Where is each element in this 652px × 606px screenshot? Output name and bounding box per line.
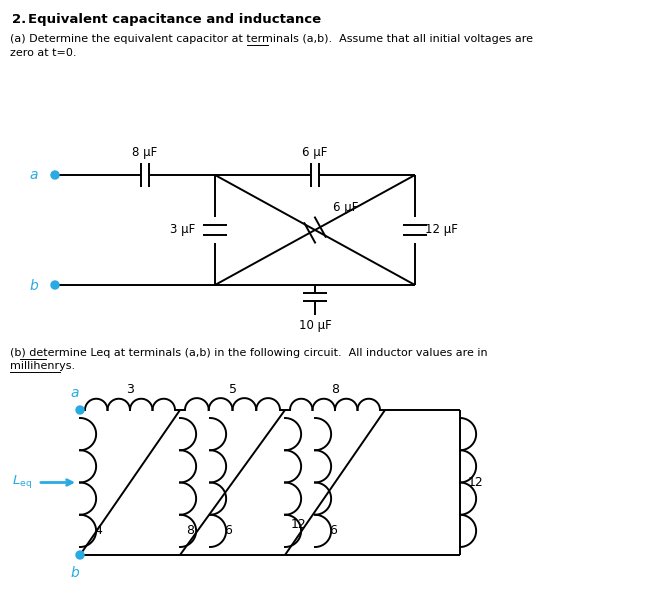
Text: 5: 5 <box>228 383 237 396</box>
Text: 12: 12 <box>291 519 306 531</box>
Text: 6 μF: 6 μF <box>333 202 359 215</box>
Text: 3: 3 <box>126 383 134 396</box>
Circle shape <box>76 406 84 414</box>
Circle shape <box>51 281 59 289</box>
Text: (b) determine Leq at terminals (a,b) in the following circuit.  All inductor val: (b) determine Leq at terminals (a,b) in … <box>10 348 488 358</box>
Text: 12 μF: 12 μF <box>425 224 458 236</box>
Text: 4: 4 <box>94 524 102 536</box>
Text: $b$: $b$ <box>70 565 80 580</box>
Text: 10 μF: 10 μF <box>299 319 331 332</box>
Text: 12: 12 <box>468 476 484 489</box>
Text: $a$: $a$ <box>29 168 39 182</box>
Text: zero at t=0.: zero at t=0. <box>10 48 76 58</box>
Text: 8: 8 <box>331 383 339 396</box>
Text: Equivalent capacitance and inductance: Equivalent capacitance and inductance <box>28 13 321 26</box>
Text: $b$: $b$ <box>29 278 39 293</box>
Text: 6: 6 <box>224 524 232 536</box>
Text: millihenrys.: millihenrys. <box>10 361 75 371</box>
Text: (a) Determine the equivalent capacitor at terminals (a,b).  Assume that all init: (a) Determine the equivalent capacitor a… <box>10 34 533 44</box>
Text: $a$: $a$ <box>70 386 80 400</box>
Circle shape <box>51 171 59 179</box>
Text: 8 μF: 8 μF <box>132 146 158 159</box>
Text: $L_{\mathregular{eq}}$: $L_{\mathregular{eq}}$ <box>12 473 32 490</box>
Text: 8: 8 <box>186 524 194 536</box>
Text: 2.: 2. <box>12 13 26 26</box>
Text: 6: 6 <box>329 524 337 536</box>
Text: 6 μF: 6 μF <box>303 146 328 159</box>
Text: 3 μF: 3 μF <box>170 224 195 236</box>
Circle shape <box>76 551 84 559</box>
